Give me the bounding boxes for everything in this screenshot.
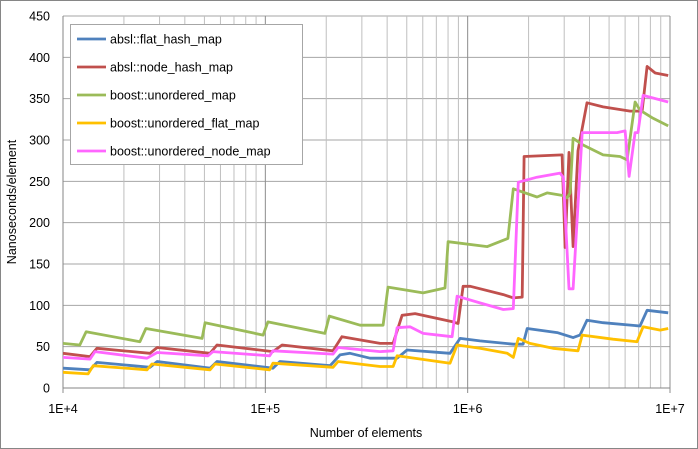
y-tick-label: 50	[36, 340, 50, 354]
legend-entry: absl::flat_hash_map	[110, 33, 222, 47]
y-axis-ticks: 0 50 100 150 200 250 300 350 400 450	[29, 10, 50, 396]
series-line-boost-unordered-map	[62, 100, 669, 347]
series-lines	[62, 65, 669, 376]
legend-entry: boost::unordered_flat_map	[110, 117, 259, 131]
y-tick-label: 400	[29, 51, 50, 65]
series-line-absl-flat-hash-map	[62, 308, 669, 372]
x-axis-label: Number of elements	[310, 426, 423, 440]
x-tick-label: 1E+5	[251, 402, 281, 416]
x-tick-label: 1E+4	[48, 402, 78, 416]
y-tick-label: 450	[29, 10, 50, 24]
series-line-absl-node-hash-map	[62, 65, 669, 359]
legend-entry: boost::unordered_node_map	[110, 145, 271, 159]
x-axis-ticks: 1E+4 1E+5 1E+6 1E+7	[48, 402, 685, 416]
y-tick-label: 0	[43, 382, 50, 396]
y-tick-label: 150	[29, 258, 50, 272]
y-tick-label: 250	[29, 175, 50, 189]
y-tick-label: 300	[29, 134, 50, 148]
y-tick-label: 100	[29, 299, 50, 313]
y-tick-label: 200	[29, 216, 50, 230]
legend-box	[70, 24, 303, 165]
y-axis-label: Nanoseconds/element	[5, 139, 19, 264]
legend: absl::flat_hash_mapabsl::node_hash_mapbo…	[70, 24, 303, 165]
series-line-boost-unordered-node-map	[62, 94, 669, 361]
x-tick-label: 1E+7	[655, 402, 685, 416]
x-tick-label: 1E+6	[453, 402, 483, 416]
legend-entry: boost::unordered_map	[110, 89, 236, 103]
series-line-boost-unordered-flat-map	[62, 325, 669, 376]
legend-entry: absl::node_hash_map	[110, 61, 233, 75]
y-tick-label: 350	[29, 92, 50, 106]
